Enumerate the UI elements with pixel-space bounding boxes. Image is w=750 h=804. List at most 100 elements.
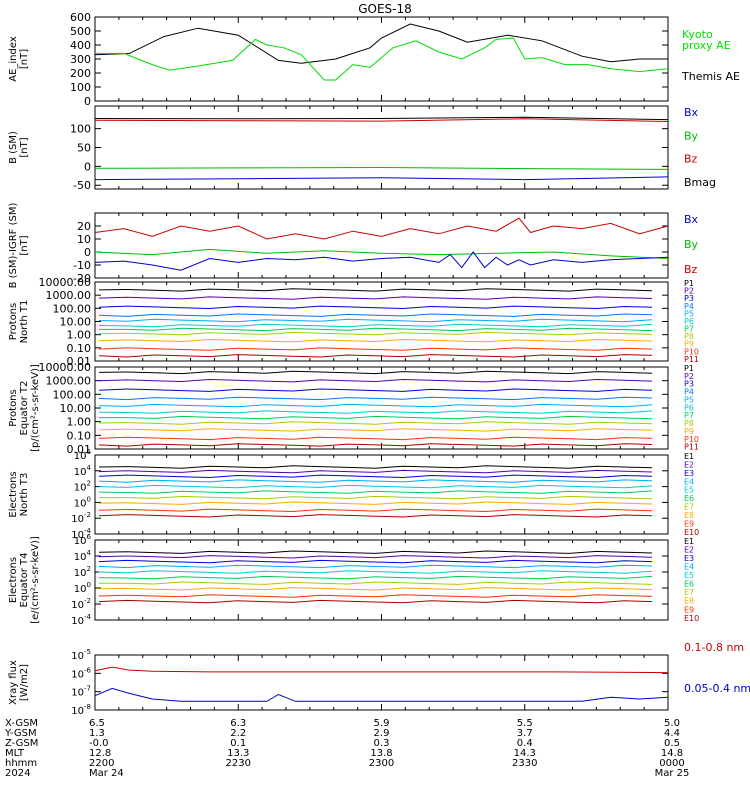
y-tick-label: 1000.00 [46,375,92,388]
y-tick-label: 100 [74,581,91,595]
x-axis-value: 0000 [659,758,684,769]
y-tick-label: 10-4 [71,613,91,627]
y-tick-label: 106 [74,533,92,547]
y-axis-label: Protons [8,303,19,340]
series-line [98,378,653,383]
series-line [94,23,668,64]
legend-entry: P9 [684,427,694,436]
x-axis-value: 2.9 [374,728,390,739]
x-axis-value: 13.3 [227,748,249,759]
legend-entry: P2 [684,287,694,296]
series-line [98,555,653,559]
legend-entry: P10 [684,435,699,444]
x-axis-value: 0.5 [664,738,680,749]
legend-entry: By [684,238,699,251]
series-line [99,495,653,500]
y-tick-label: 0.10 [67,342,92,355]
y-tick-label: 104 [74,464,92,478]
series-line [94,176,669,181]
legend-entry: 0.05-0.4 nm [684,682,750,695]
legend-entry: E8 [684,511,694,520]
legend-entry: P8 [684,419,694,428]
legend-entry: E9 [684,519,694,528]
series-line [94,248,669,259]
series-line [98,347,653,351]
legend-entry: E4 [684,563,694,572]
legend-entry: P11 [684,443,699,452]
series-line [98,403,653,408]
legend-entry: P3 [684,380,694,389]
y-axis-label: [nT] [19,49,30,69]
y-tick-label: 600 [70,11,91,24]
y-tick-label: 100 [70,81,91,94]
y-axis-label: [nT] [19,137,30,157]
x-axis-value: 0.4 [517,738,533,749]
x-axis-row-label: MLT [5,748,25,759]
y-tick-label: 0.10 [67,429,92,442]
legend-entry: E8 [684,597,694,606]
legend-entry: P8 [684,332,694,341]
y-tick-label: 10-7 [71,685,91,699]
x-axis-value: 4.4 [664,728,680,739]
y-tick-label: 10-8 [71,703,91,717]
series-line [98,587,653,591]
legend-entry: E7 [684,503,694,512]
series-line [98,465,653,469]
legend-entry: P3 [684,294,694,303]
series-line [94,166,669,170]
series-line [98,421,653,425]
y-tick-label: 20 [77,220,91,233]
series-line [98,338,653,343]
y-tick-label: 10.00 [60,316,92,329]
legend-entry: P4 [684,302,694,311]
x-axis-value: 5.0 [664,718,680,729]
series-line [99,415,653,420]
legend-entry: E7 [684,588,694,597]
y-axis-label: [p/(cm²-s-sr-keV)] [30,364,41,452]
legend-entry: P10 [684,347,699,356]
plot-frame [94,366,669,450]
series-line [94,217,669,240]
series-line [98,313,653,317]
series-line [98,354,653,358]
x-axis-row-label: X-GSM [5,718,38,729]
series-line [98,594,653,598]
x-axis-value: 5.9 [374,718,390,729]
y-tick-label: 100.00 [53,388,92,401]
legend-entry: E1 [684,452,694,461]
legend-entry: Themis AE [681,70,740,83]
series-line [94,687,669,702]
series-line [98,288,653,292]
y-tick-label: 10 [77,233,91,246]
x-axis-value: 13.8 [370,748,392,759]
y-axis-label: [e/(cm²-s-sr-keV)] [30,536,41,624]
y-axis-label: Xray flux [8,660,19,705]
y-tick-label: 300 [70,53,91,66]
y-tick-label: 10-6 [71,666,91,680]
legend-entry: P5 [684,395,694,404]
y-axis-label: Electrons [8,471,19,517]
legend-entry: 0.1-0.8 nm [684,641,744,654]
legend-entry: E5 [684,486,694,495]
y-axis-label: Equator T4 [19,553,30,608]
legend-entry: Bx [684,106,699,119]
y-tick-label: 106 [74,448,92,462]
y-tick-label: 0 [84,160,91,173]
series-line [95,37,669,81]
y-tick-label: 0.01 [67,355,92,368]
legend-entry: E9 [684,605,694,614]
y-tick-label: 0 [84,246,91,259]
y-tick-label: 0.01 [67,443,92,456]
legend-entry: P9 [684,340,694,349]
y-tick-label: -20 [73,272,91,285]
legend-entry: P6 [684,403,694,412]
series-line [94,118,669,122]
legend-entry: Bz [684,153,698,166]
series-line [94,116,669,121]
x-axis-value: 6.5 [89,718,105,729]
y-axis-label: North T1 [19,300,30,344]
series-line [98,410,653,414]
x-axis-value: 12.8 [89,748,111,759]
